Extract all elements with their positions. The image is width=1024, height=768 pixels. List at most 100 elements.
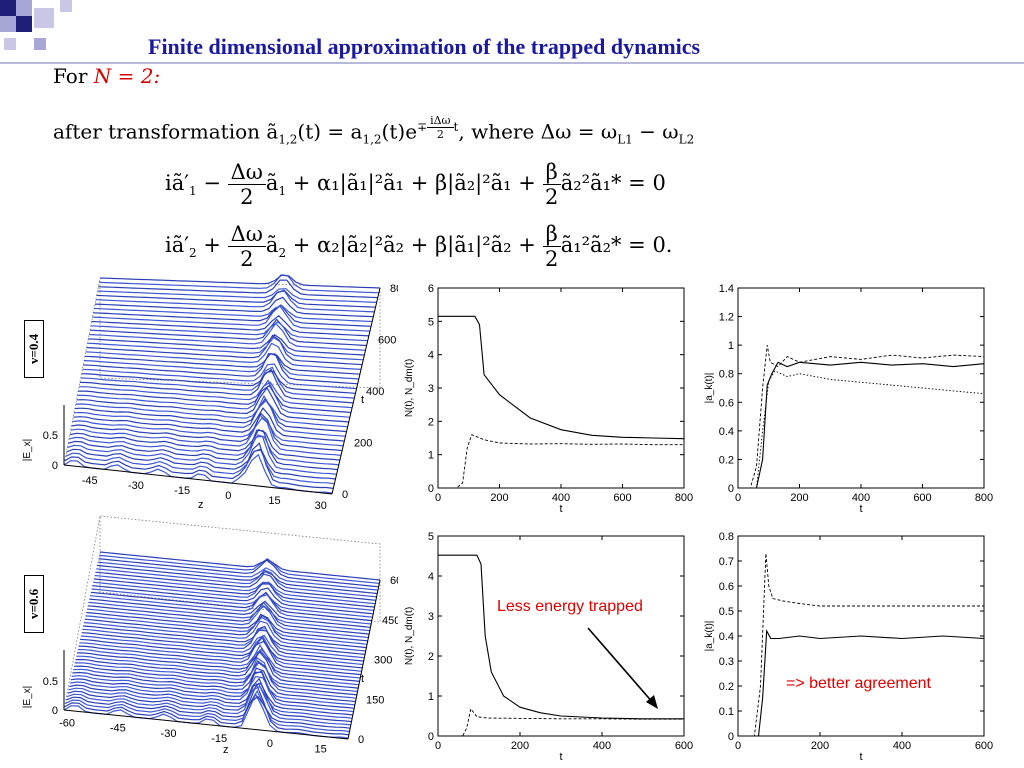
x-tick-label: 200 [511,740,529,752]
t-axis-label: t [361,394,364,406]
eq1-frac-dw: Δω 2 [227,160,266,209]
exp-num: iΔω [427,114,454,128]
x-axis-label: t [859,751,862,763]
t-tick-label: 600 [390,575,398,587]
transform-mid: (t) = a [297,119,363,144]
x-tick-label: 400 [852,492,870,504]
surface-line [84,613,367,649]
plot-frame [437,535,685,737]
amp-tick-label: 0.5 [43,676,58,688]
y-tick-label: 2 [428,416,434,428]
x-axis-label: t [859,503,862,515]
series-line-0 [738,361,985,489]
y-tick-label: 0.3 [719,656,734,668]
surface-line [96,564,378,595]
x-tick-label: 600 [975,740,993,752]
x-tick-label: 0 [267,738,273,750]
y-tick-label: 4 [428,571,434,583]
x-tick-label: 0 [435,492,441,504]
x-tick-label: -30 [128,480,144,492]
surface-line [87,336,364,361]
eq2-b: ã [265,233,279,257]
t-axis-line [347,579,381,740]
z-axis-line [63,464,333,495]
t-axis-label: t [361,673,364,685]
t-tick-label: 400 [366,386,384,398]
transform-line: after transformation ã1,2(t) = a1,2(t)e∓… [53,114,694,147]
surface-line [73,394,346,437]
frac-den: 2 [544,247,559,271]
y-tick-label: 0 [428,731,434,743]
y-tick-label: 0.4 [719,426,734,438]
amp-axis-label: |E_x| [22,686,33,708]
y-tick-label: 2 [428,651,434,663]
x-tick-label: 400 [593,740,611,752]
surface-line [70,414,341,456]
x-tick-label: 0 [225,490,231,502]
exp-fraction: iΔω 2 [427,114,454,141]
surface-line [99,274,379,294]
surface-line [65,448,335,485]
surface-line [89,318,367,347]
surface-line [80,638,363,669]
x-tick-label: 800 [675,492,693,504]
y-tick-label: 0 [428,483,434,495]
y-tick-label: 6 [428,283,434,295]
y-tick-label: 1 [728,340,734,352]
surface-line [95,289,375,313]
surface-line [85,615,368,645]
surface-line [99,554,380,584]
surface-line [80,366,355,399]
title-divider [0,62,1024,64]
x-tick-label: 0 [435,740,441,752]
surface-line [67,677,352,723]
eq2-tail: ã₁²ã₂* = 0. [560,233,673,257]
surface-line [65,689,350,733]
surface-line [83,620,366,652]
surface-line [99,274,381,289]
surface-line [89,322,366,351]
surface-line [84,353,360,375]
surface-line [95,571,376,601]
x-tick-label: -45 [110,723,126,735]
surface-line [90,321,368,342]
for-label: For [53,64,88,88]
surface-line [78,384,352,414]
t-tick-label: 0 [342,489,348,501]
surface-line [78,636,361,676]
surface-line [94,304,373,323]
y-axis-label: N(t), N_dm(t) [404,607,415,665]
deco-square [16,0,32,16]
surface-line [68,429,338,471]
box-frame [63,277,381,466]
surface-line [79,635,362,672]
annotation-better-agreement: => better agreement [786,675,931,692]
surface-line [82,628,365,659]
x-axis-label: z [198,499,204,511]
series-line-0 [438,315,685,440]
surface-line [70,671,355,709]
surface-line [66,682,351,726]
deco-square [4,38,16,50]
y-tick-label: 3 [428,383,434,395]
surface-line [64,442,334,489]
t-tick-label: 600 [378,335,396,347]
eq2-a: iã′ [165,233,190,257]
eq1-a: iã′ [165,171,190,195]
surface-line [73,407,345,442]
y-tick-label: 0.8 [719,531,734,543]
deco-square [60,0,72,12]
surface-line [71,412,343,452]
transform-sub2: 1,2 [362,132,382,147]
surface-line [73,656,357,699]
slide-title: Finite dimensional approximation of the … [148,34,701,59]
surface-line [96,568,377,598]
surface-line [81,625,364,662]
x-tick-label: 800 [975,492,993,504]
surface-line [67,435,337,475]
surface-line [69,682,353,716]
series-line-0 [738,629,985,737]
omega-sub2: L2 [678,132,695,147]
series-line-2 [738,370,985,489]
